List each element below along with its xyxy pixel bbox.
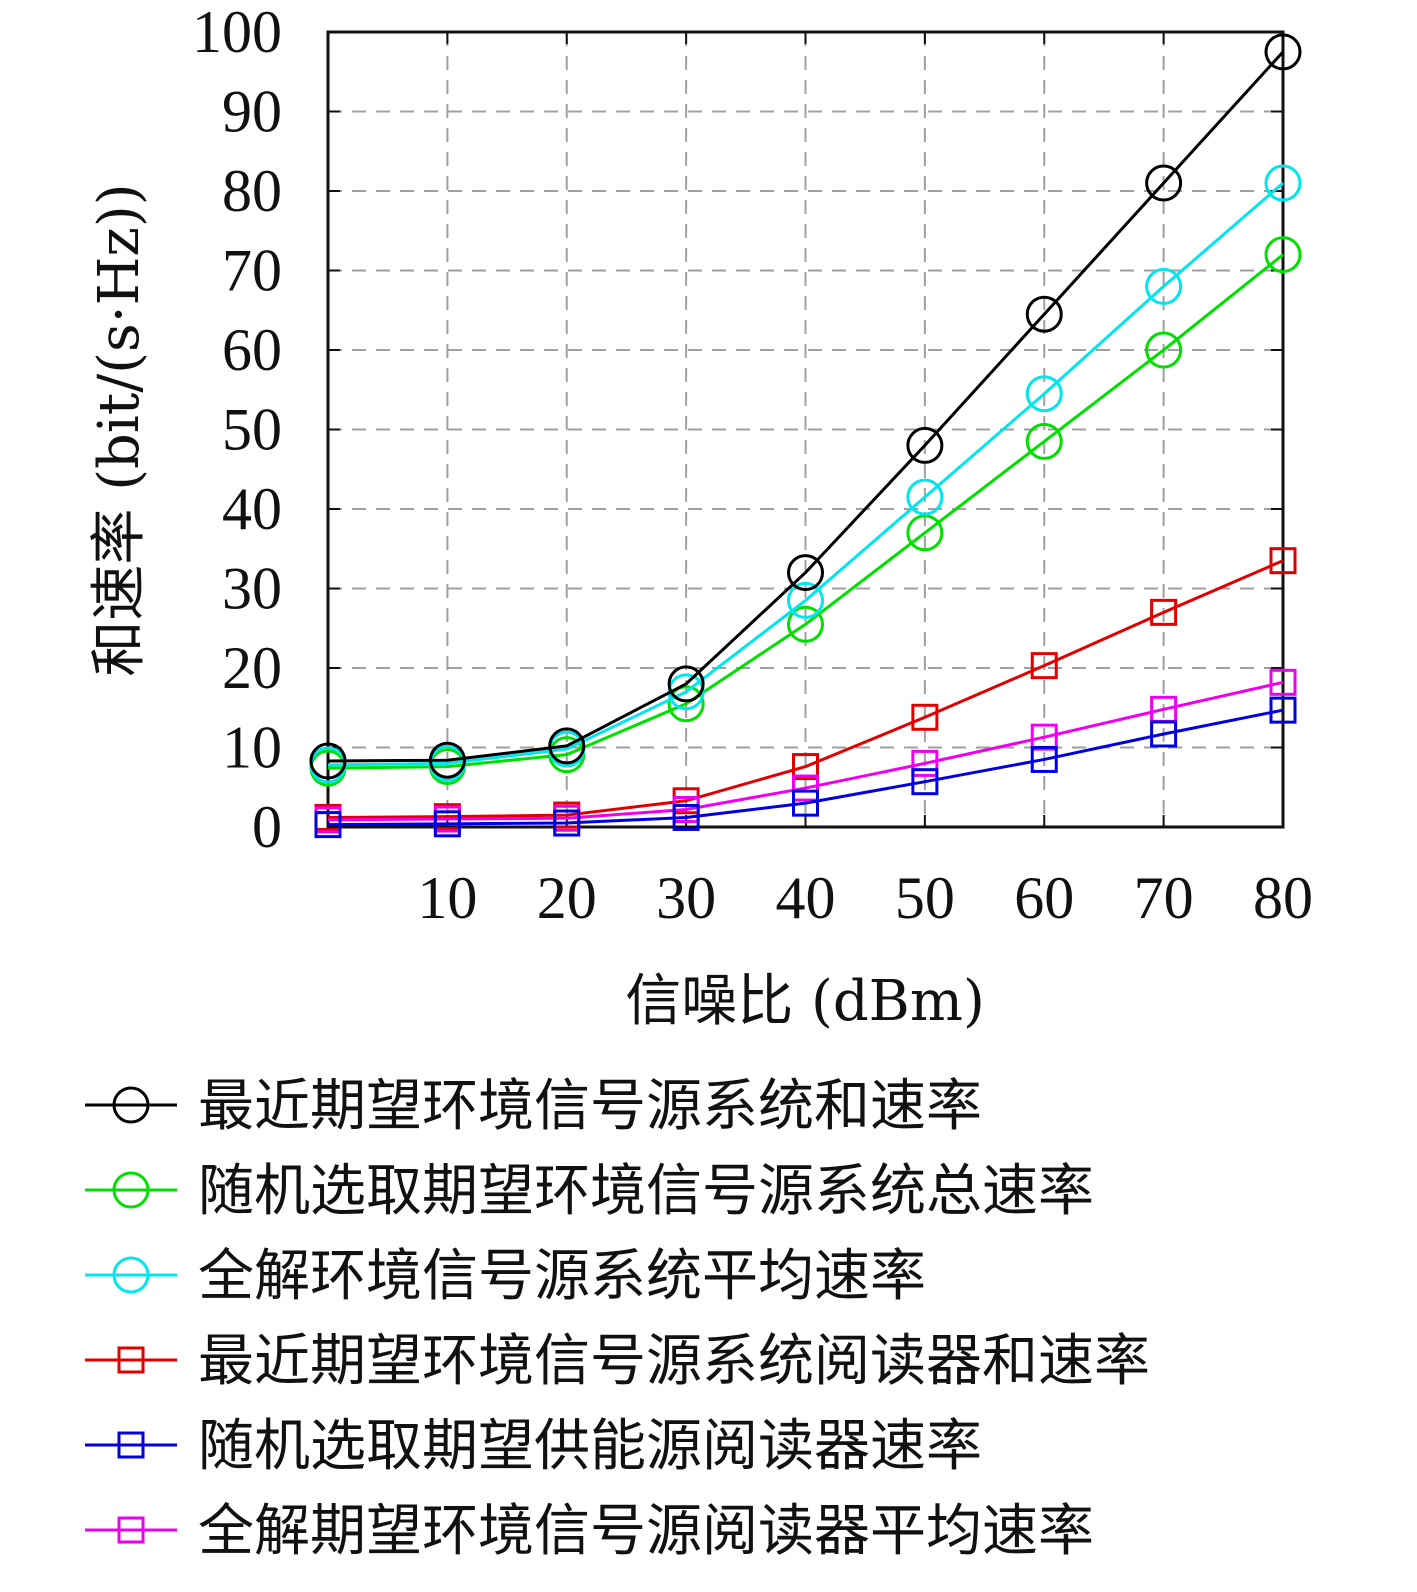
series-line bbox=[327, 50, 1285, 763]
data-point bbox=[428, 741, 466, 779]
series-line bbox=[327, 680, 1284, 822]
legend-marker bbox=[117, 1431, 145, 1459]
data-point bbox=[667, 665, 705, 703]
data-point bbox=[1030, 723, 1058, 751]
data-point bbox=[1269, 668, 1297, 696]
data-point bbox=[1269, 696, 1297, 724]
legend-item: 随机选取期望环境信号源系统总速率 bbox=[85, 1159, 1094, 1224]
grid-lines bbox=[328, 32, 1283, 827]
y-tick-label: 40 bbox=[222, 476, 282, 542]
data-point bbox=[911, 749, 939, 777]
x-tick-label: 70 bbox=[1134, 865, 1194, 931]
y-tick-label: 30 bbox=[222, 556, 282, 622]
y-tick-label: 100 bbox=[192, 0, 282, 65]
x-tick-labels: 10 20 30 40 50 60 70 80 bbox=[417, 865, 1313, 931]
legend-item: 随机选取期望供能源阅读器速率 bbox=[85, 1414, 982, 1479]
x-tick-label: 10 bbox=[417, 865, 477, 931]
data-point bbox=[309, 742, 347, 780]
data-point bbox=[1264, 236, 1302, 274]
data-point bbox=[787, 581, 824, 619]
data-point bbox=[1030, 652, 1058, 680]
x-tick-label: 30 bbox=[656, 865, 716, 931]
legend-item: 最近期望环境信号源系统阅读器和速率 bbox=[85, 1329, 1150, 1394]
y-tick-label: 50 bbox=[222, 397, 282, 463]
y-tick-label: 80 bbox=[222, 158, 282, 224]
series-line bbox=[327, 253, 1284, 770]
x-axis-title: 信噪比 (dBm) bbox=[625, 969, 985, 1034]
data-point bbox=[1264, 33, 1302, 71]
legend-label: 最近期望环境信号源系统阅读器和速率 bbox=[198, 1329, 1150, 1394]
data-point bbox=[1145, 267, 1183, 305]
data-point bbox=[548, 727, 586, 765]
x-tick-label: 60 bbox=[1014, 865, 1074, 931]
y-tick-label: 0 bbox=[252, 794, 282, 860]
legend-marker bbox=[112, 1086, 150, 1124]
data-point bbox=[787, 605, 824, 643]
series-line bbox=[327, 559, 1284, 819]
y-tick-label: 90 bbox=[222, 79, 282, 145]
data-point bbox=[911, 703, 939, 731]
data-point bbox=[672, 803, 700, 831]
data-point bbox=[1150, 598, 1178, 626]
data-point bbox=[667, 685, 705, 723]
data-point bbox=[906, 478, 944, 516]
series-1 bbox=[309, 33, 1302, 780]
data-point bbox=[553, 809, 581, 837]
legend-marker bbox=[117, 1516, 145, 1544]
legend-label: 最近期望环境信号源系统和速率 bbox=[198, 1074, 982, 1139]
legend-item: 全解期望环境信号源阅读器平均速率 bbox=[85, 1499, 1094, 1564]
x-tick-label: 50 bbox=[895, 865, 955, 931]
x-tick-label: 80 bbox=[1253, 865, 1313, 931]
y-tick-label: 20 bbox=[222, 635, 282, 701]
data-point bbox=[792, 789, 819, 817]
y-tick-label: 10 bbox=[222, 715, 282, 781]
y-tick-labels: 0 10 20 30 40 50 60 70 80 90 100 bbox=[192, 0, 282, 860]
legend-label: 随机选取期望供能源阅读器速率 bbox=[198, 1414, 982, 1479]
data-point bbox=[906, 514, 944, 552]
data-point bbox=[792, 774, 819, 802]
legend-item: 最近期望环境信号源系统和速率 bbox=[85, 1074, 982, 1139]
data-point bbox=[1025, 295, 1063, 333]
x-tick-label: 20 bbox=[537, 865, 597, 931]
series-layer bbox=[309, 33, 1302, 839]
data-point bbox=[1145, 331, 1183, 369]
legend-label: 随机选取期望环境信号源系统总速率 bbox=[198, 1159, 1094, 1224]
y-tick-label: 60 bbox=[222, 317, 282, 383]
data-point bbox=[906, 426, 944, 464]
legend-label: 全解环境信号源系统平均速率 bbox=[198, 1244, 926, 1309]
data-point bbox=[1025, 422, 1063, 460]
data-point bbox=[1025, 375, 1063, 413]
data-point bbox=[314, 811, 342, 839]
series-line bbox=[327, 181, 1284, 767]
legend-marker bbox=[112, 1171, 150, 1209]
data-point bbox=[1145, 164, 1183, 202]
legend-label: 全解期望环境信号源阅读器平均速率 bbox=[198, 1499, 1094, 1564]
legend-marker bbox=[117, 1346, 145, 1374]
x-tick-label: 40 bbox=[776, 865, 836, 931]
y-tick-label: 70 bbox=[222, 238, 282, 304]
data-point bbox=[1030, 745, 1058, 773]
legend-item: 全解环境信号源系统平均速率 bbox=[85, 1244, 926, 1309]
data-point bbox=[1264, 164, 1302, 202]
data-point bbox=[1269, 547, 1297, 575]
data-point bbox=[911, 768, 939, 796]
series-line bbox=[327, 708, 1284, 827]
data-point bbox=[787, 554, 824, 592]
series-5 bbox=[314, 696, 1297, 839]
legend: 最近期望环境信号源系统和速率随机选取期望环境信号源系统总速率全解环境信号源系统平… bbox=[85, 1074, 1150, 1564]
y-axis-title: 和速率 (bit/(s·Hz)) bbox=[87, 183, 152, 676]
data-point bbox=[792, 753, 819, 781]
legend-marker bbox=[112, 1256, 150, 1294]
data-point bbox=[433, 810, 461, 838]
data-point bbox=[1150, 720, 1178, 748]
